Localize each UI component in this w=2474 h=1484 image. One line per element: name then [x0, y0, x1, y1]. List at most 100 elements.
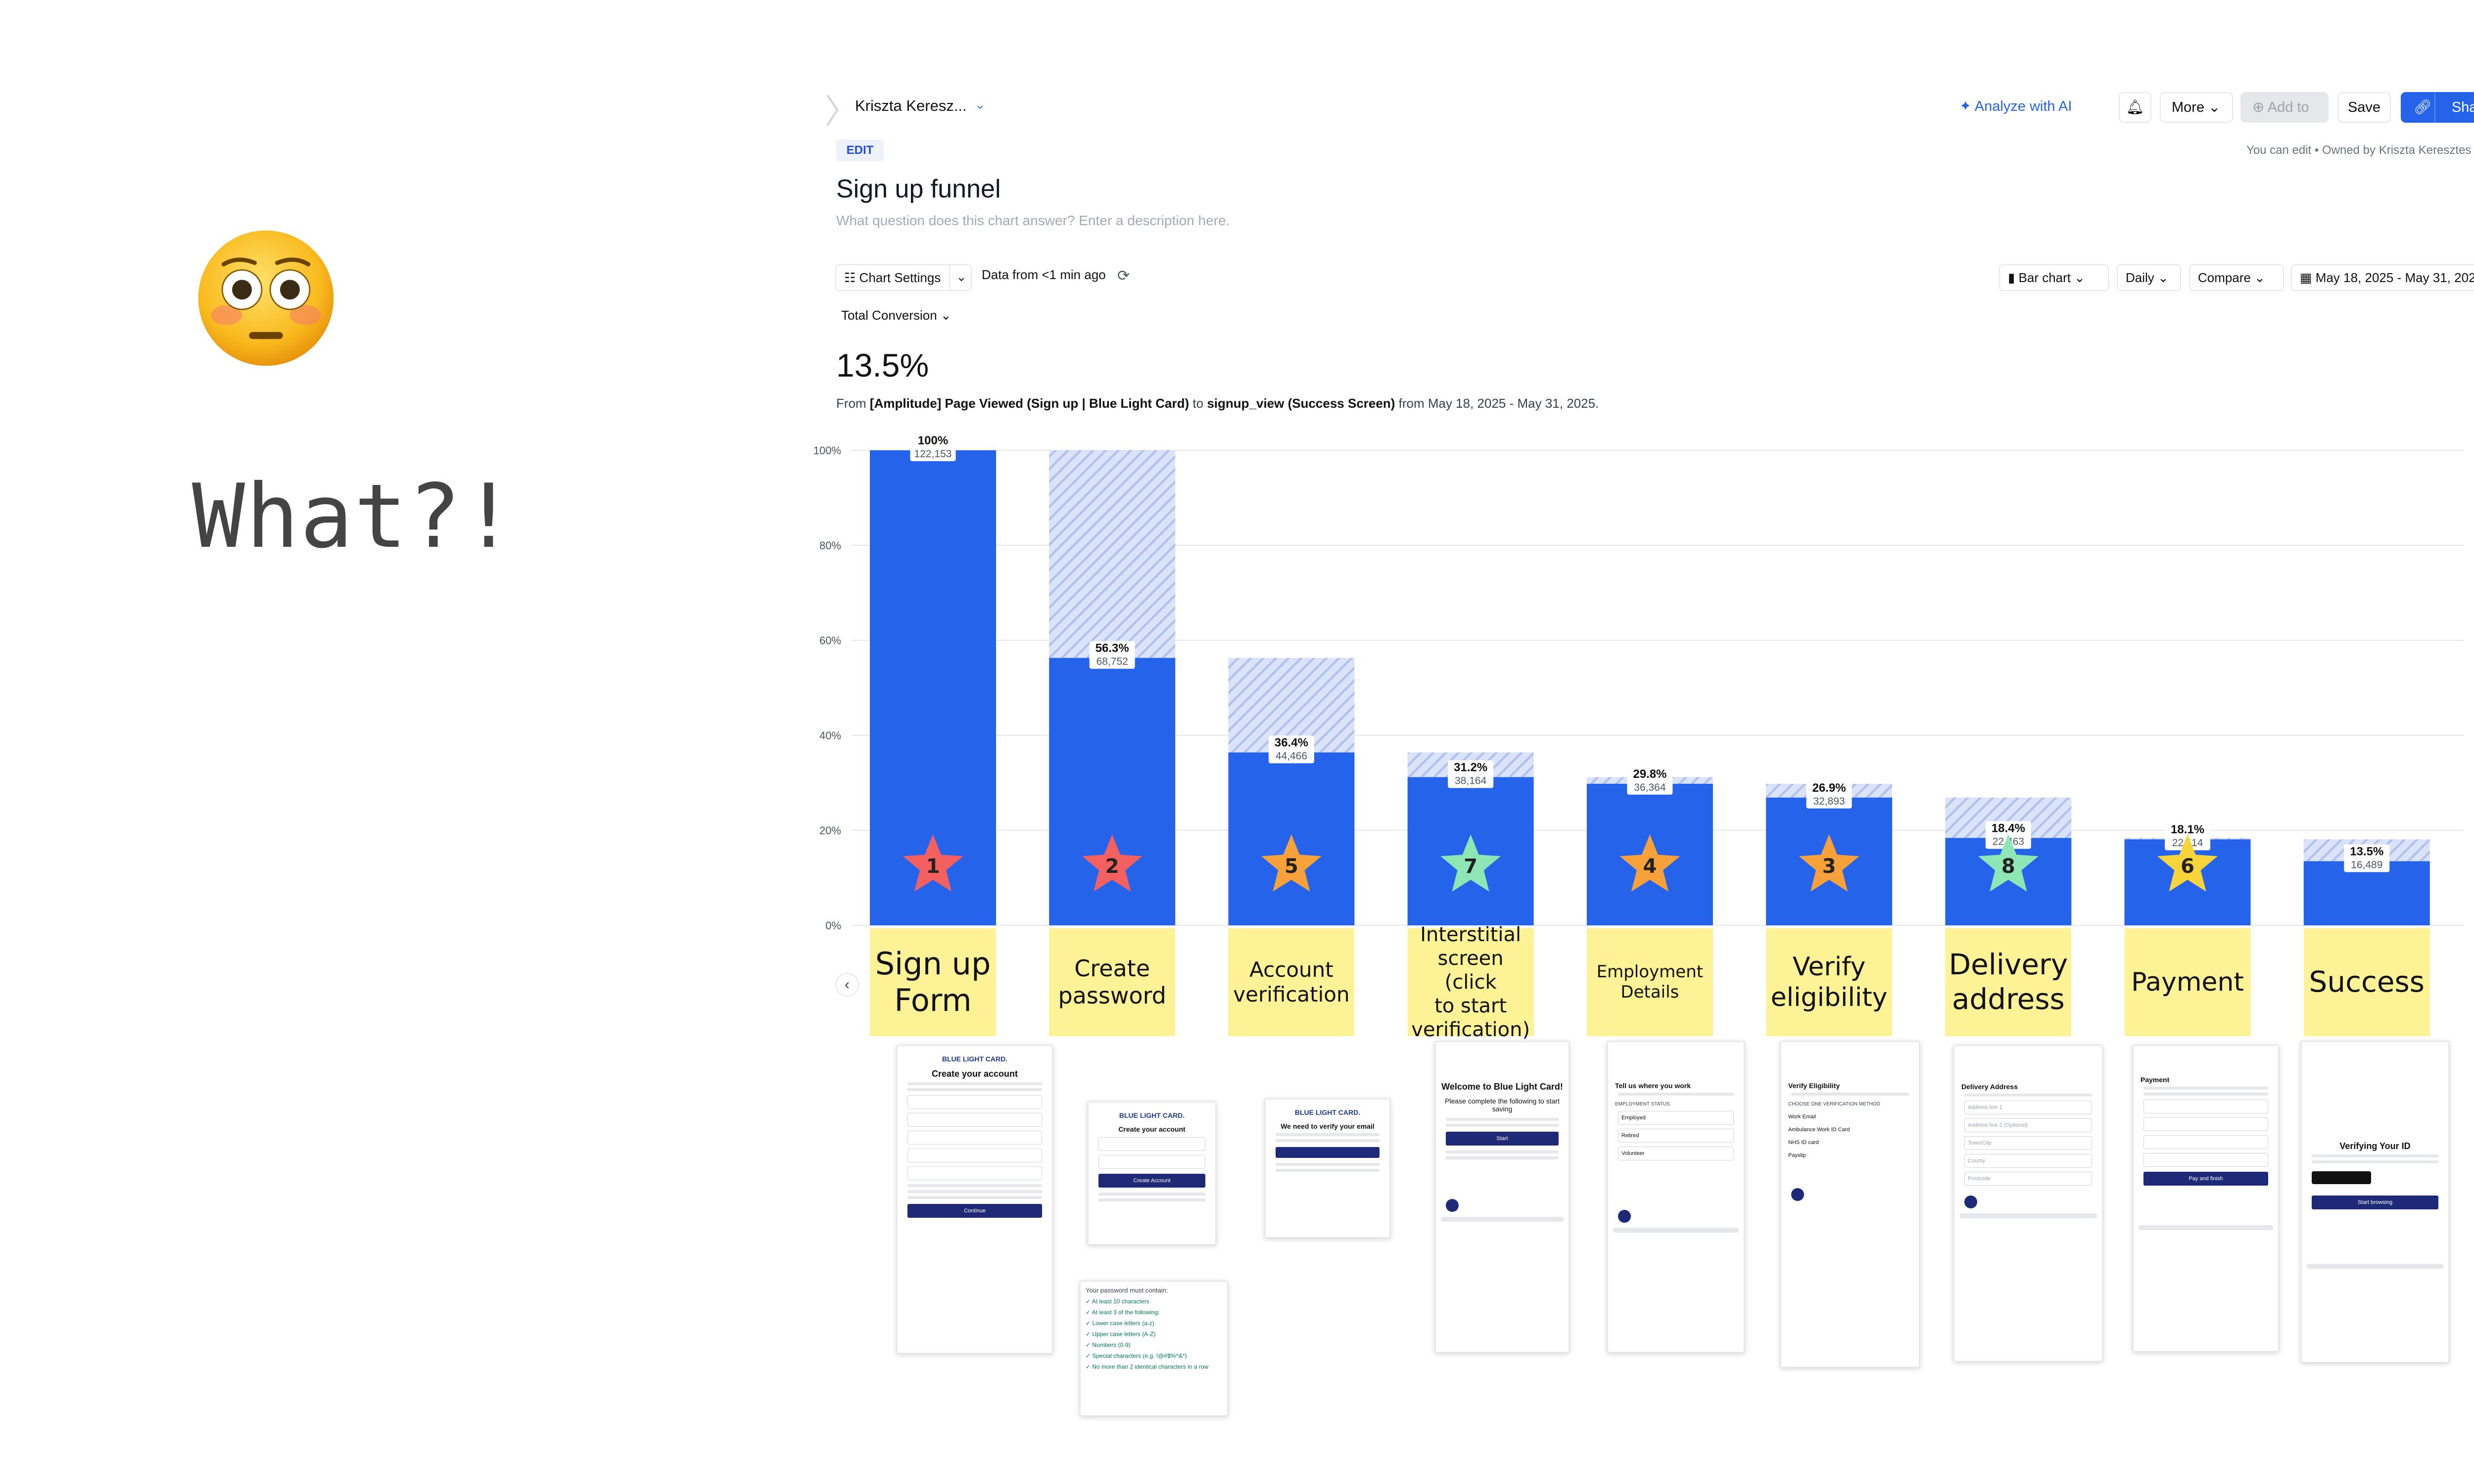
password-rule: ✓ Special characters (e.g. !@#$%^&*) [1086, 1352, 1187, 1359]
step-sticky-note: Account verification [1228, 928, 1355, 1036]
step-star-icon [2157, 834, 2218, 892]
owner-name[interactable]: Kriszta Keresz... [855, 97, 967, 114]
bar-percent-label: 29.8% [1633, 767, 1666, 781]
password-rule: ✓ Upper case letters (A-Z) [1086, 1331, 1156, 1338]
step-sticky-note: Success [2303, 928, 2430, 1036]
bar-label-box [1627, 766, 1673, 795]
screen-create-password: BLUE LIGHT CARD. Create your account Cre… [1088, 1101, 1216, 1245]
ownership-text: You can edit • Owned by Kriszta Kereszte… [2246, 144, 2472, 157]
y-tick-label: 60% [819, 634, 841, 647]
screen-title: Create your account [931, 1069, 1018, 1079]
chevron-down-icon[interactable]: ⌄ [975, 97, 986, 112]
analyze-with-ai-button[interactable]: ✦ Analyze with AI [1959, 92, 2072, 123]
bar-chart-icon: ▮ [2008, 270, 2019, 285]
password-rules: Your password must contain: ✓ At least 1… [1080, 1281, 1228, 1416]
metric-dropdown[interactable]: Total Conversion ⌄ [841, 308, 952, 323]
bar-percent-label: 18.4% [1992, 821, 2025, 835]
bar-label-box [1448, 760, 1494, 788]
compare-dropdown[interactable]: Compare ⌄ [2189, 264, 2284, 291]
password-rule: ✓ Numbers (0-9) [1086, 1341, 1131, 1348]
bar-percent-label: 26.9% [1812, 781, 1846, 795]
calendar-icon: ▦ [2300, 270, 2316, 285]
y-tick-label: 40% [819, 729, 841, 742]
step-star-icon [1440, 834, 1501, 892]
bar-count-label: 68,752 [1096, 656, 1128, 668]
step-star-icon [1978, 834, 2039, 892]
bar-count-label: 16,489 [2351, 859, 2382, 870]
chevron-down-icon: ⌄ [2208, 99, 2221, 115]
screen-verify-email: BLUE LIGHT CARD. We need to verify your … [1265, 1099, 1390, 1238]
password-rule: ✓ At least 10 characters [1086, 1298, 1149, 1305]
notifications-button[interactable]: 🔔︎ [2119, 92, 2151, 123]
edit-badge[interactable]: EDIT [836, 140, 884, 161]
chevron-down-icon[interactable]: ⌄ [949, 265, 973, 290]
chart-scroll-left-button[interactable]: ‹ [835, 973, 859, 997]
y-tick-label: 100% [813, 444, 841, 457]
step-sticky-note: Delivery address [1945, 928, 2072, 1036]
conversion-bar[interactable] [1049, 658, 1176, 925]
screen-verify-eligibility: Verify Eligibility CHOOSE ONE VERIFICATI… [1780, 1041, 1920, 1368]
dropoff-bar[interactable] [1049, 450, 1176, 658]
step-sticky-note: Employment Details [1586, 928, 1713, 1036]
date-range-picker[interactable]: ▦ May 18, 2025 - May 31, 2025 [2291, 264, 2474, 291]
link-icon: 🔗︎ [2414, 99, 2432, 115]
step-star-number: 2 [1105, 855, 1119, 878]
screen-interstitial: Welcome to Blue Light Card! Please compl… [1435, 1041, 1570, 1353]
what-caption: What?! [192, 465, 516, 568]
bar-count-label: 38,164 [1455, 775, 1487, 786]
bar-label-box [1268, 735, 1314, 764]
interval-dropdown[interactable]: Daily ⌄ [2117, 264, 2181, 291]
step-star-number: 6 [2181, 855, 2194, 878]
bar-label-box [2344, 844, 2390, 872]
bar-percent-label: 56.3% [1095, 642, 1129, 655]
more-button[interactable]: More ⌄ [2160, 92, 2233, 123]
bar-percent-label: 100% [918, 434, 948, 447]
password-rule: ✓ Lower case letters (a-z) [1086, 1320, 1154, 1327]
chart-type-dropdown[interactable]: ▮ Bar chart ⌄ [1999, 264, 2109, 291]
y-tick-label: 20% [819, 824, 841, 837]
bar-percent-label: 31.2% [1454, 761, 1487, 774]
back-chevron-icon[interactable] [825, 93, 839, 128]
password-rule: ✓ At least 3 of the following: [1086, 1309, 1160, 1316]
step-star-icon [1082, 834, 1142, 892]
step-star-number: 7 [1464, 855, 1477, 878]
step-sticky-note: Interstitial screen (click to start veri… [1407, 923, 1534, 1041]
screen-signup-form: BLUE LIGHT CARD. Create your account Con… [897, 1045, 1053, 1354]
refresh-icon[interactable]: ⟳ [1117, 268, 1130, 284]
bar-count-label: 122,153 [914, 448, 952, 460]
share-divider [2434, 93, 2435, 122]
flushed-face-emoji-icon [198, 230, 334, 366]
funnel-summary: From [Amplitude] Page Viewed (Sign up | … [836, 396, 1599, 411]
bar-count-label: 36,364 [1634, 782, 1666, 793]
save-button[interactable]: Save [2337, 92, 2391, 123]
page-title[interactable]: Sign up funnel [836, 175, 1001, 203]
screen-delivery-address: Delivery Address Address line 1 Address … [1953, 1045, 2103, 1362]
step-star-number: 5 [1285, 855, 1298, 878]
step-star-number: 4 [1643, 855, 1657, 878]
step-sticky-note: Payment [2124, 928, 2251, 1036]
screen-payment: Payment Pay and finish [2133, 1045, 2279, 1352]
bar-count-label: 32,893 [1813, 796, 1845, 807]
step-star-number: 3 [1822, 855, 1836, 878]
settings-sliders-icon: ☷ [844, 270, 859, 285]
step-star-number: 8 [2001, 855, 2015, 878]
step-sticky-note: Sign up Form [870, 928, 996, 1036]
plus-circle-icon: ⊕ [2252, 99, 2268, 115]
screen-success: Verifying Your ID Start browsing [2301, 1041, 2449, 1363]
overall-conversion: 13.5% [836, 347, 929, 383]
description-input[interactable]: What question does this chart answer? En… [836, 213, 1230, 228]
bar-label-box [910, 433, 956, 461]
bar-label-box [1089, 641, 1135, 669]
step-star-icon [1799, 834, 1859, 892]
bar-percent-label: 18.1% [2171, 823, 2204, 836]
step-sticky-note: Verify eligibility [1766, 928, 1893, 1036]
share-button[interactable]: 🔗︎Share [2401, 92, 2474, 123]
brand-logo: BLUE LIGHT CARD. [942, 1055, 1008, 1063]
y-tick-label: 0% [825, 919, 841, 932]
y-tick-label: 80% [819, 539, 841, 552]
bar-count-label: 44,466 [1276, 751, 1307, 762]
add-to-button[interactable]: ⊕ Add to [2240, 92, 2329, 123]
step-star-icon [903, 834, 963, 892]
step-star-number: 1 [926, 855, 940, 878]
funnel-chart: 100%80%60%40%20%0% 100%122,15356.3%68,75… [813, 433, 2464, 932]
